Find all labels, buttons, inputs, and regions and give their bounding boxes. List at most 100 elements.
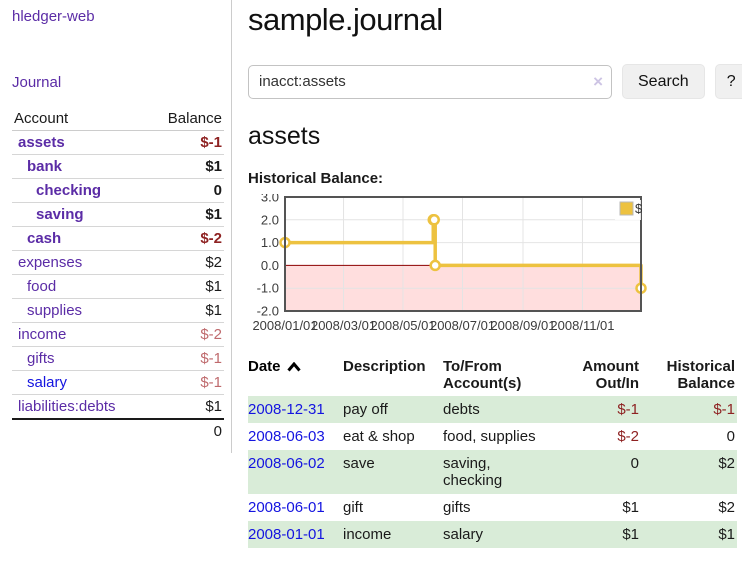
transaction-balance-cell: $-1 <box>647 396 737 423</box>
transaction-amount-cell: $-2 <box>561 423 647 450</box>
transaction-balance-cell: $1 <box>647 521 737 548</box>
transaction-description-cell: gift <box>343 494 443 521</box>
transaction-accounts-cell: salary <box>443 521 561 548</box>
account-row: food $1 <box>12 274 224 299</box>
transaction-description-cell: save <box>343 450 443 494</box>
y-tick-label: -1.0 <box>257 281 279 296</box>
page-title: sample.journal <box>248 2 443 37</box>
transaction-amount: $-2 <box>617 428 639 445</box>
y-tick-label: 2.0 <box>261 212 279 227</box>
account-link[interactable]: bank <box>27 158 63 175</box>
accounts-total-balance: 0 <box>148 418 224 443</box>
transaction-amount: 0 <box>630 455 639 472</box>
transaction-description: income <box>343 526 392 543</box>
transaction-description: gift <box>343 499 364 516</box>
transaction-balance: $-1 <box>713 401 735 418</box>
date-column-header[interactable]: Date <box>248 356 343 396</box>
y-tick-label: 1.0 <box>261 235 279 250</box>
sidebar: hledger-web Journal Account Balance asse… <box>0 0 232 453</box>
account-link[interactable]: liabilities:debts <box>18 398 116 415</box>
transaction-date-link[interactable]: 2008-12-31 <box>248 401 325 418</box>
transaction-accounts: food, supplies <box>443 428 536 445</box>
register-table: Date Description To/From Account(s) Amou… <box>248 356 737 548</box>
account-row: salary $-1 <box>12 370 224 395</box>
transaction-accounts-cell: saving, checking <box>443 450 561 494</box>
legend-swatch <box>619 201 634 216</box>
transaction-accounts-cell: gifts <box>443 494 561 521</box>
sort-by-date-link[interactable]: Date <box>248 358 301 375</box>
transaction-description-cell: income <box>343 521 443 548</box>
transaction-accounts-cell: food, supplies <box>443 423 561 450</box>
account-link[interactable]: checking <box>36 182 102 199</box>
x-tick-label: 2008/01/01 <box>252 318 317 333</box>
search-input[interactable] <box>248 64 612 99</box>
transaction-amount-cell: $1 <box>561 494 647 521</box>
account-balance: $1 <box>148 298 224 323</box>
search-button[interactable]: Search <box>622 64 705 99</box>
accounts-table-body: assets $-1 bank $1 checking 0 saving $1 cash $-2 e… <box>12 130 224 420</box>
y-tick-label: -2.0 <box>257 304 279 319</box>
transaction-date-link[interactable]: 2008-06-01 <box>248 499 325 516</box>
transaction-date-link-cell: 2008-06-03 <box>248 423 343 450</box>
account-link[interactable]: supplies <box>27 302 83 319</box>
transaction-row: 2008-06-01 gift gifts $1 $2 <box>248 494 737 521</box>
date-header-label: Date <box>248 358 281 375</box>
transaction-row: 2008-06-02 save saving, checking 0 $2 <box>248 450 737 494</box>
x-tick-label: 2008/11/01 <box>550 318 614 333</box>
account-balance: $1 <box>148 154 224 179</box>
clear-search-icon[interactable]: × <box>593 71 603 91</box>
account-row: saving $1 <box>12 202 224 227</box>
transaction-balance-cell: 0 <box>647 423 737 450</box>
account-link[interactable]: food <box>27 278 57 295</box>
description-column-header: Description <box>343 358 426 375</box>
account-link[interactable]: income <box>18 326 67 343</box>
account-link[interactable]: expenses <box>18 254 83 271</box>
account-balance: 0 <box>148 178 224 203</box>
search-box: × <box>248 64 612 99</box>
account-row: income $-2 <box>12 322 224 347</box>
account-row: gifts $-1 <box>12 346 224 371</box>
y-tick-label: 0.0 <box>261 258 279 273</box>
transaction-date-link[interactable]: 2008-01-01 <box>248 526 325 543</box>
account-balance: $1 <box>148 274 224 299</box>
app-title-link[interactable]: hledger-web <box>12 8 95 25</box>
search-help-button[interactable]: ? <box>714 64 742 99</box>
account-balance: $-2 <box>148 226 224 251</box>
account-row: liabilities:debts $1 <box>12 394 224 420</box>
transaction-date-link[interactable]: 2008-06-02 <box>248 455 325 472</box>
transaction-balance: $2 <box>718 455 735 472</box>
y-tick-label: 3.0 <box>261 194 279 205</box>
transaction-date-link-cell: 2008-06-01 <box>248 494 343 521</box>
account-link[interactable]: salary <box>27 374 68 391</box>
transaction-description: eat & shop <box>343 428 415 445</box>
account-balance: $1 <box>148 394 224 420</box>
transaction-description-cell: pay off <box>343 396 443 423</box>
search-bar: × Search ? <box>248 64 742 99</box>
balance-column-header: Balance <box>148 107 224 131</box>
account-link[interactable]: cash <box>27 230 62 247</box>
transaction-amount-cell: 0 <box>561 450 647 494</box>
account-heading: assets <box>248 122 321 150</box>
x-tick-label: 2008/07/01 <box>430 318 495 333</box>
x-tick-label: 2008/05/01 <box>370 318 435 333</box>
register-table-body: 2008-12-31 pay off debts $-1 $-1 2008-06-03 ea… <box>248 396 737 548</box>
transaction-balance-cell: $2 <box>647 450 737 494</box>
sort-ascending-icon <box>286 361 301 371</box>
transaction-description-cell: eat & shop <box>343 423 443 450</box>
account-balance: $-1 <box>148 370 224 395</box>
transaction-balance: $1 <box>718 526 735 543</box>
account-link[interactable]: assets <box>18 134 65 151</box>
transaction-row: 2008-06-03 eat & shop food, supplies $-2 0 <box>248 423 737 450</box>
transaction-accounts: salary <box>443 526 484 543</box>
sidebar-item-journal[interactable]: Journal <box>12 74 62 91</box>
accounts-total-row: 0 <box>12 418 224 443</box>
transaction-accounts-cell: debts <box>443 396 561 423</box>
transaction-date-link[interactable]: 2008-06-03 <box>248 428 325 445</box>
transaction-amount: $1 <box>622 526 639 543</box>
transaction-amount-cell: $-1 <box>561 396 647 423</box>
transaction-amount: $1 <box>622 499 639 516</box>
account-link[interactable]: gifts <box>27 350 55 367</box>
main-content: sample.journal × Search ? assets Histori… <box>232 0 742 582</box>
account-link[interactable]: saving <box>36 206 84 223</box>
